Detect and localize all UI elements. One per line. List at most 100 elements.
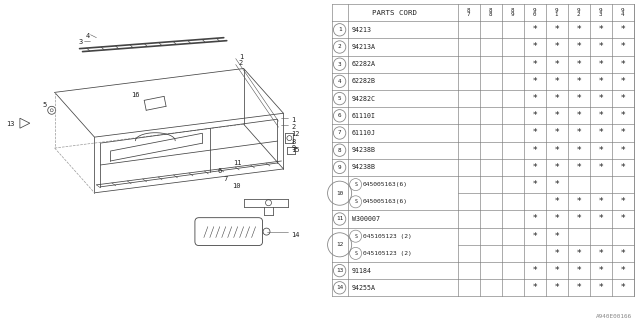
Text: *: * xyxy=(532,111,537,120)
Text: *: * xyxy=(554,249,559,258)
Text: 11: 11 xyxy=(336,217,343,221)
Text: 14: 14 xyxy=(291,232,300,237)
Text: *: * xyxy=(576,43,580,52)
Text: *: * xyxy=(620,214,625,223)
Text: 61110I: 61110I xyxy=(351,113,376,119)
Text: 045005163(6): 045005163(6) xyxy=(363,199,408,204)
Text: *: * xyxy=(554,60,559,69)
Text: *: * xyxy=(620,249,625,258)
Text: *: * xyxy=(532,43,537,52)
Text: 94255A: 94255A xyxy=(351,285,376,291)
Text: 62282A: 62282A xyxy=(351,61,376,67)
Text: 14: 14 xyxy=(336,285,343,290)
Text: 2: 2 xyxy=(338,44,341,50)
Text: 94213A: 94213A xyxy=(351,44,376,50)
Text: 9: 9 xyxy=(291,145,296,151)
Text: *: * xyxy=(554,197,559,206)
Text: *: * xyxy=(576,60,580,69)
Text: 045105123 (2): 045105123 (2) xyxy=(363,234,412,239)
Text: 8
8: 8 8 xyxy=(489,8,492,17)
Text: *: * xyxy=(598,197,603,206)
Text: *: * xyxy=(554,232,559,241)
Text: *: * xyxy=(620,43,625,52)
Text: 8
7: 8 7 xyxy=(467,8,470,17)
Text: *: * xyxy=(576,197,580,206)
Text: *: * xyxy=(598,146,603,155)
Text: 4: 4 xyxy=(338,79,341,84)
Text: 94238B: 94238B xyxy=(351,147,376,153)
Text: *: * xyxy=(554,25,559,34)
Text: 16: 16 xyxy=(131,92,140,98)
Text: *: * xyxy=(554,163,559,172)
Text: 9
4: 9 4 xyxy=(621,8,624,17)
Text: *: * xyxy=(598,129,603,138)
Text: 045005163(6): 045005163(6) xyxy=(363,182,408,187)
Text: PARTS CORD: PARTS CORD xyxy=(372,10,417,16)
Text: *: * xyxy=(554,283,559,292)
Text: 7: 7 xyxy=(338,131,341,135)
Text: 13: 13 xyxy=(336,268,343,273)
Text: *: * xyxy=(576,163,580,172)
Text: *: * xyxy=(532,25,537,34)
Text: *: * xyxy=(576,266,580,275)
Text: 91184: 91184 xyxy=(351,268,372,274)
Text: 9
3: 9 3 xyxy=(599,8,602,17)
Text: *: * xyxy=(576,129,580,138)
Text: 13: 13 xyxy=(6,121,15,127)
Text: *: * xyxy=(620,111,625,120)
Text: *: * xyxy=(576,25,580,34)
Text: 61110J: 61110J xyxy=(351,130,376,136)
Text: *: * xyxy=(554,43,559,52)
Text: *: * xyxy=(532,77,537,86)
Text: 9
1: 9 1 xyxy=(555,8,558,17)
Text: *: * xyxy=(554,94,559,103)
Text: *: * xyxy=(554,146,559,155)
Text: 10: 10 xyxy=(232,183,241,189)
Text: *: * xyxy=(620,146,625,155)
Text: *: * xyxy=(554,180,559,189)
Text: 6: 6 xyxy=(338,113,341,118)
Text: *: * xyxy=(532,60,537,69)
Text: 3: 3 xyxy=(338,62,341,67)
Text: 7: 7 xyxy=(223,176,228,182)
Text: *: * xyxy=(598,77,603,86)
Text: *: * xyxy=(598,283,603,292)
Text: *: * xyxy=(576,214,580,223)
Text: 1: 1 xyxy=(239,53,243,60)
Text: 5: 5 xyxy=(338,96,341,101)
Text: *: * xyxy=(532,146,537,155)
Text: *: * xyxy=(598,60,603,69)
Text: 94213: 94213 xyxy=(351,27,372,33)
Text: *: * xyxy=(620,283,625,292)
Text: *: * xyxy=(620,77,625,86)
Text: 94282C: 94282C xyxy=(351,96,376,101)
Text: 15: 15 xyxy=(291,147,300,153)
Text: *: * xyxy=(598,94,603,103)
Text: 6: 6 xyxy=(218,168,222,174)
Text: *: * xyxy=(532,214,537,223)
Text: *: * xyxy=(620,25,625,34)
Text: *: * xyxy=(554,77,559,86)
Text: 8: 8 xyxy=(291,139,296,145)
Text: *: * xyxy=(532,283,537,292)
Text: *: * xyxy=(620,94,625,103)
Text: *: * xyxy=(620,60,625,69)
Text: 62282B: 62282B xyxy=(351,78,376,84)
Text: W300007: W300007 xyxy=(351,216,380,222)
Text: *: * xyxy=(620,266,625,275)
Text: *: * xyxy=(532,129,537,138)
Text: *: * xyxy=(532,94,537,103)
Text: *: * xyxy=(598,25,603,34)
Text: 94238B: 94238B xyxy=(351,164,376,170)
Text: 5: 5 xyxy=(42,102,47,108)
Text: *: * xyxy=(576,111,580,120)
Text: 045105123 (2): 045105123 (2) xyxy=(363,251,412,256)
Text: S: S xyxy=(354,199,357,204)
Text: *: * xyxy=(598,163,603,172)
Text: *: * xyxy=(620,163,625,172)
Text: *: * xyxy=(576,77,580,86)
Text: 8
9: 8 9 xyxy=(511,8,515,17)
Text: 1: 1 xyxy=(338,27,341,32)
Text: S: S xyxy=(354,251,357,256)
Text: *: * xyxy=(554,214,559,223)
